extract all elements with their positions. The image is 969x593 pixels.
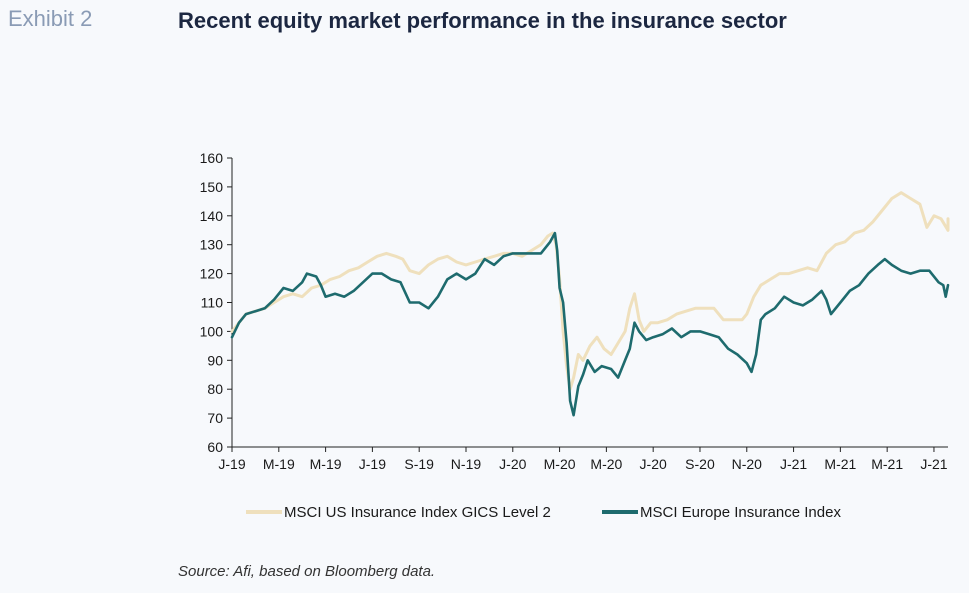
x-tick-label: M-21 [871,456,903,472]
series-layer [230,191,950,417]
y-tick-label: 100 [200,323,224,339]
legend-item-europe-insurance: MSCI Europe Insurance Index [640,504,841,521]
y-tick-label: 140 [200,208,224,224]
y-tick-label: 110 [201,295,224,311]
legend: MSCI US Insurance Index GICS Level 2 MSCI… [246,504,841,521]
x-tick-label: M-19 [310,456,342,472]
y-tick-label: 60 [207,439,223,455]
series-line-europe-insurance [230,231,950,417]
series-line-us-insurance [230,191,950,391]
x-tick-label: M-19 [263,456,295,472]
y-tick-label: 70 [207,410,223,426]
legend-item-us-insurance: MSCI US Insurance Index GICS Level 2 [284,504,551,521]
source-note: Source: Afi, based on Bloomberg data. [178,563,436,580]
x-tick-label: M-21 [824,456,856,472]
x-tick-label: J-21 [780,456,807,472]
x-tick-label: J-19 [218,456,245,472]
x-tick-label: S-19 [404,456,434,472]
y-tick-label: 160 [200,150,224,166]
x-tick-label: J-20 [499,456,526,472]
y-tick-label: 150 [200,179,224,195]
x-tick-label: M-20 [544,456,576,472]
y-axis: 60 70 80 90 100 110 120 130 140 150 160 [200,150,233,455]
chart-title: Recent equity market performance in the … [178,8,787,33]
y-tick-label: 120 [200,266,224,282]
x-tick-label: J-20 [640,456,667,472]
x-tick-label: N-19 [451,456,482,472]
y-tick-label: 80 [207,381,223,397]
x-tick-label: M-20 [590,456,622,472]
x-tick-label: J-21 [920,456,947,472]
y-tick-label: 130 [200,237,224,253]
x-tick-label: J-19 [359,456,386,472]
x-tick-label: S-20 [685,456,715,472]
y-tick-label: 90 [207,352,223,368]
x-axis: J-19 M-19 M-19 J-19 S-19 N-19 J-20 M-20 M-20 J-20… [218,446,948,472]
exhibit-label: Exhibit 2 [8,6,93,31]
x-tick-label: N-20 [732,456,763,472]
